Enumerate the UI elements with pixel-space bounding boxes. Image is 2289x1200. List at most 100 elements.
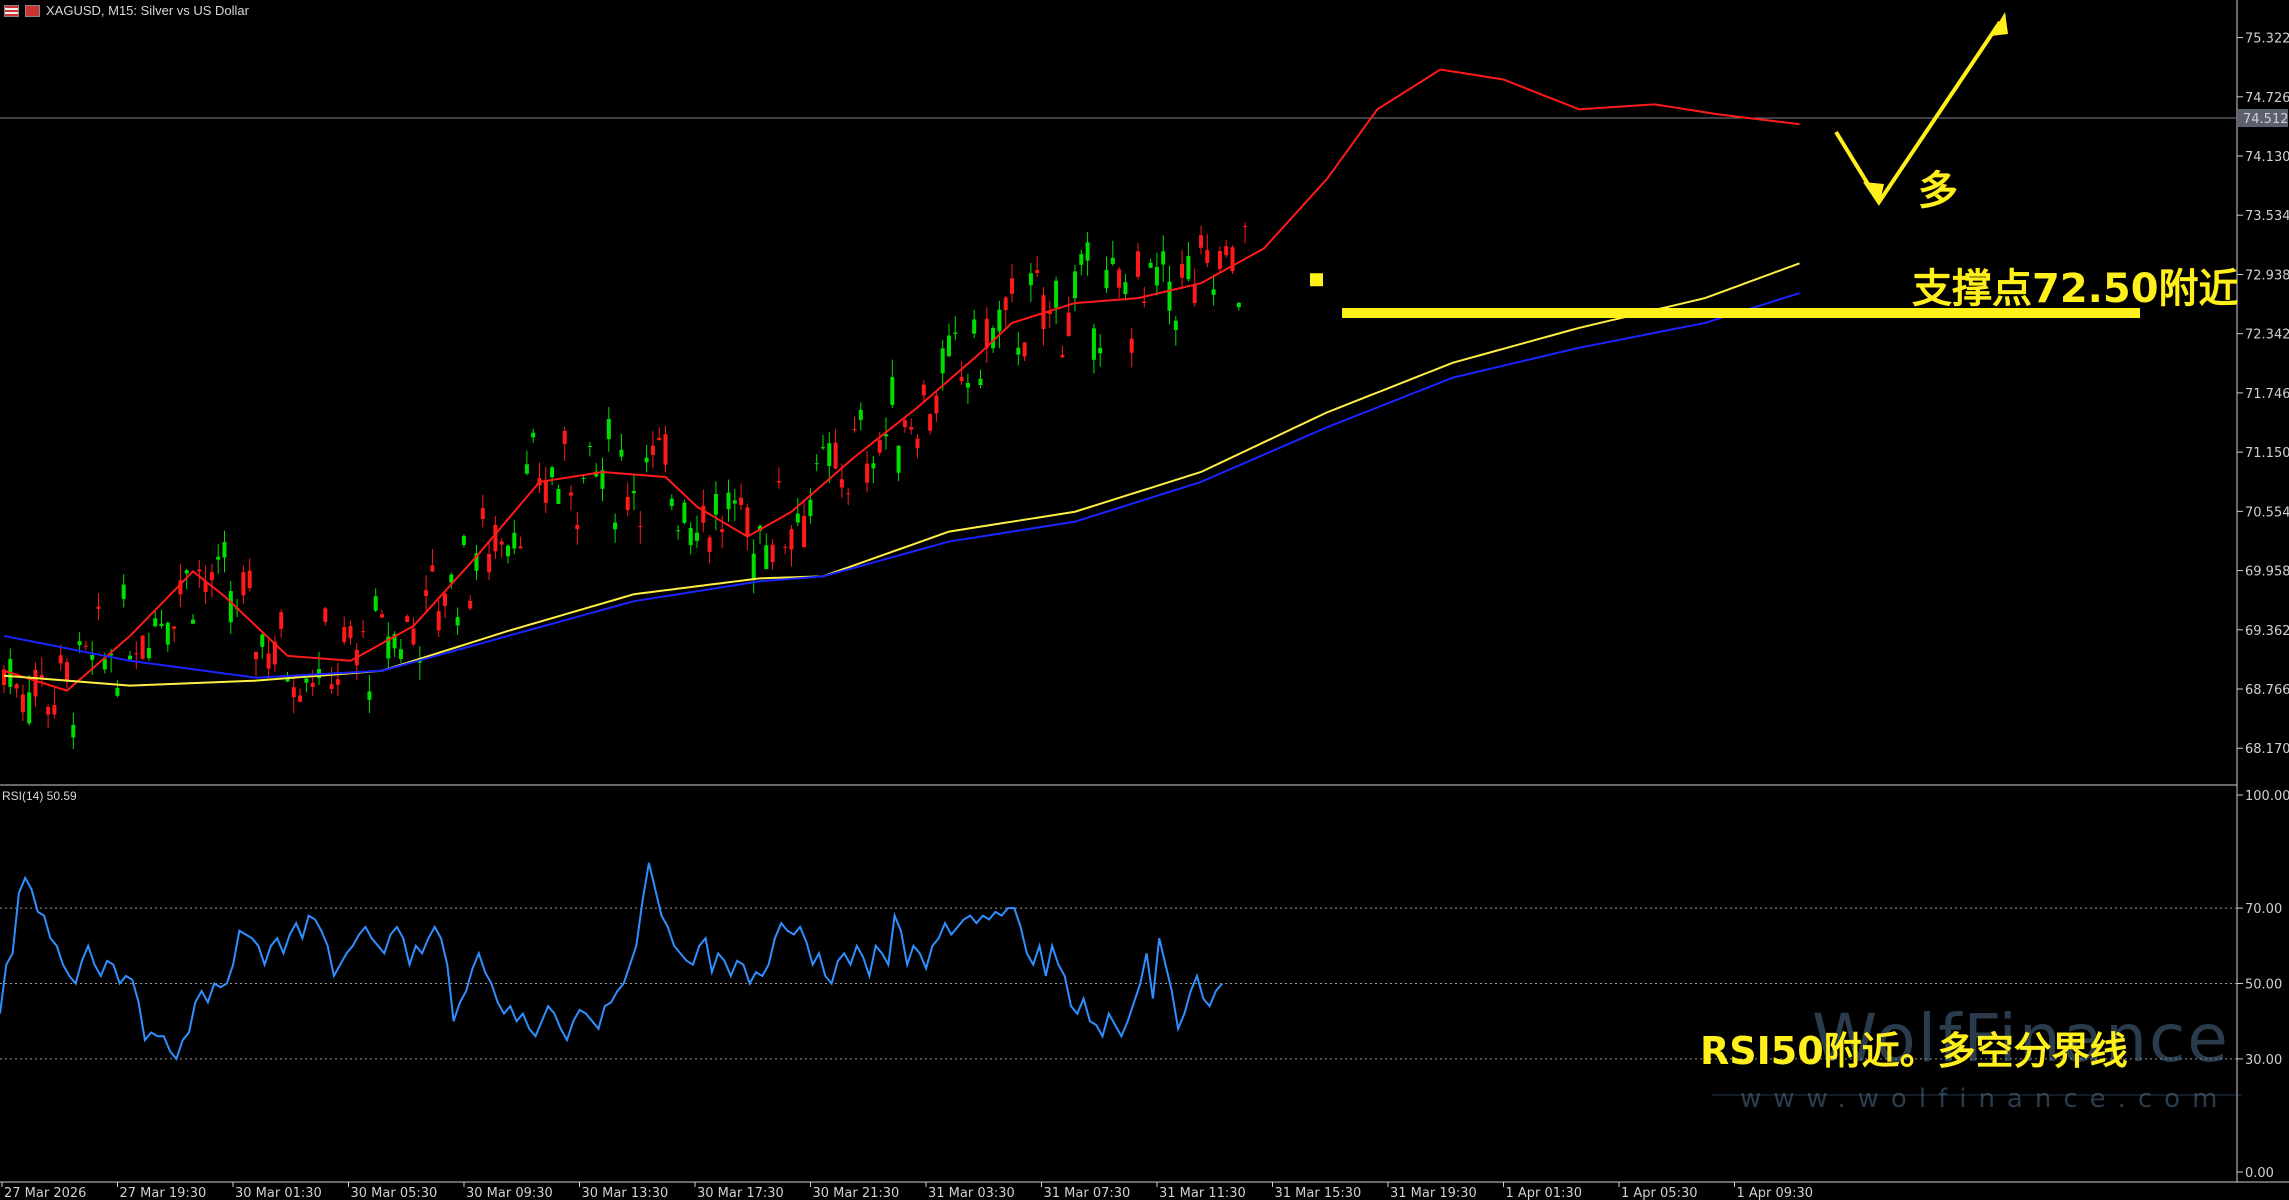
candle-body bbox=[984, 318, 989, 349]
candle-body bbox=[1167, 281, 1172, 311]
candle-body bbox=[581, 477, 586, 479]
candle-body bbox=[959, 376, 964, 382]
candle-body bbox=[128, 655, 132, 660]
candle-body bbox=[102, 659, 107, 670]
candle-body bbox=[1066, 312, 1071, 336]
candle-body bbox=[203, 581, 208, 592]
candle-body bbox=[1136, 251, 1140, 277]
candle-body bbox=[386, 636, 391, 659]
candle-body bbox=[1035, 270, 1040, 273]
candle-body bbox=[619, 449, 624, 457]
candle-body bbox=[1110, 257, 1115, 265]
candle-body bbox=[682, 502, 687, 523]
candle-body bbox=[650, 445, 655, 455]
price-tick-label: 72.342 bbox=[2245, 328, 2289, 343]
candle-body bbox=[751, 553, 756, 579]
candle-body bbox=[928, 414, 933, 431]
candle-body bbox=[424, 590, 429, 596]
candle-body bbox=[884, 434, 888, 437]
candle-body bbox=[1217, 251, 1222, 270]
candle-body bbox=[657, 437, 662, 440]
candle-body bbox=[46, 706, 51, 715]
candle-body bbox=[550, 467, 555, 478]
candle-body bbox=[367, 691, 372, 700]
time-tick-label: 30 Mar 21:30 bbox=[813, 1186, 900, 1200]
candle-body bbox=[575, 525, 580, 530]
candle-body bbox=[480, 508, 485, 520]
candle-body bbox=[965, 382, 970, 388]
candle-body bbox=[342, 627, 347, 643]
candle-body bbox=[373, 596, 378, 611]
time-tick-label: 31 Mar 03:30 bbox=[928, 1186, 1015, 1200]
candle-body bbox=[1010, 278, 1014, 294]
candle-body bbox=[524, 464, 529, 474]
candle-body bbox=[663, 434, 668, 465]
candle-body bbox=[770, 544, 775, 563]
candle-body bbox=[1098, 347, 1103, 354]
time-tick-label: 30 Mar 13:30 bbox=[582, 1186, 669, 1200]
candle-body bbox=[947, 335, 951, 357]
price-tick-label: 70.554 bbox=[2245, 505, 2289, 520]
candle-body bbox=[165, 622, 170, 645]
us-flag-icon bbox=[4, 4, 19, 17]
candle-body bbox=[499, 541, 504, 545]
candle-body bbox=[921, 384, 926, 396]
support-marker bbox=[1310, 273, 1323, 287]
candle-body bbox=[298, 695, 303, 702]
candle-body bbox=[776, 481, 781, 483]
down-arrow-head bbox=[1863, 182, 1884, 206]
candle-body bbox=[1211, 289, 1216, 295]
candle-body bbox=[1117, 269, 1122, 288]
candle-body bbox=[1230, 247, 1235, 272]
candle-body bbox=[1173, 320, 1178, 330]
candle-body bbox=[1047, 311, 1052, 315]
candle-body bbox=[430, 565, 435, 572]
candle-body bbox=[228, 591, 233, 623]
candle-body bbox=[153, 618, 158, 627]
candle-body bbox=[461, 535, 466, 546]
candle-body bbox=[272, 641, 277, 665]
candle-body bbox=[1003, 297, 1008, 311]
candle-body bbox=[1054, 280, 1059, 308]
candle-body bbox=[1073, 271, 1077, 299]
time-tick-label: 31 Mar 11:30 bbox=[1159, 1186, 1246, 1200]
candle-body bbox=[1028, 273, 1033, 286]
candle-body bbox=[361, 631, 366, 633]
candle-body bbox=[726, 492, 731, 510]
candle-body bbox=[279, 612, 284, 630]
candle-body bbox=[140, 635, 145, 659]
candle-body bbox=[33, 669, 38, 697]
rsi-tick-label: 100.00 bbox=[2245, 789, 2289, 804]
candle-body bbox=[953, 332, 958, 335]
support-annotation: 支撑点72.50附近 bbox=[1912, 266, 2239, 312]
candle-body bbox=[613, 522, 618, 530]
candle-body bbox=[348, 626, 353, 639]
candle-body bbox=[449, 574, 454, 583]
candle-body bbox=[323, 608, 328, 622]
candle-body bbox=[1129, 338, 1134, 353]
candle-body bbox=[254, 651, 258, 660]
candle-body bbox=[934, 395, 939, 414]
candle-body bbox=[247, 570, 252, 589]
price-tick-label: 71.150 bbox=[2245, 446, 2289, 461]
candle-body bbox=[915, 438, 920, 449]
candle-body bbox=[146, 647, 151, 659]
candle-body bbox=[191, 619, 195, 624]
candle-body bbox=[172, 626, 177, 629]
candle-body bbox=[1243, 226, 1248, 228]
ma-fast-line bbox=[3, 68, 1800, 692]
candle-body bbox=[909, 427, 914, 430]
current-price-label: 74.512 bbox=[2243, 112, 2289, 127]
candle-body bbox=[1016, 347, 1021, 355]
candle-body bbox=[1104, 269, 1109, 289]
candle-body bbox=[436, 611, 441, 631]
candle-body bbox=[625, 496, 630, 511]
time-tick-label: 1 Apr 01:30 bbox=[1506, 1186, 1583, 1200]
candle-body bbox=[241, 572, 246, 596]
price-tick-label: 68.766 bbox=[2245, 683, 2289, 698]
candle-body bbox=[197, 569, 202, 572]
watermark-url: www.wolfinance.com bbox=[1740, 1084, 2230, 1114]
candle-body bbox=[405, 616, 410, 623]
candle-body bbox=[632, 491, 636, 494]
candle-body bbox=[846, 493, 851, 495]
